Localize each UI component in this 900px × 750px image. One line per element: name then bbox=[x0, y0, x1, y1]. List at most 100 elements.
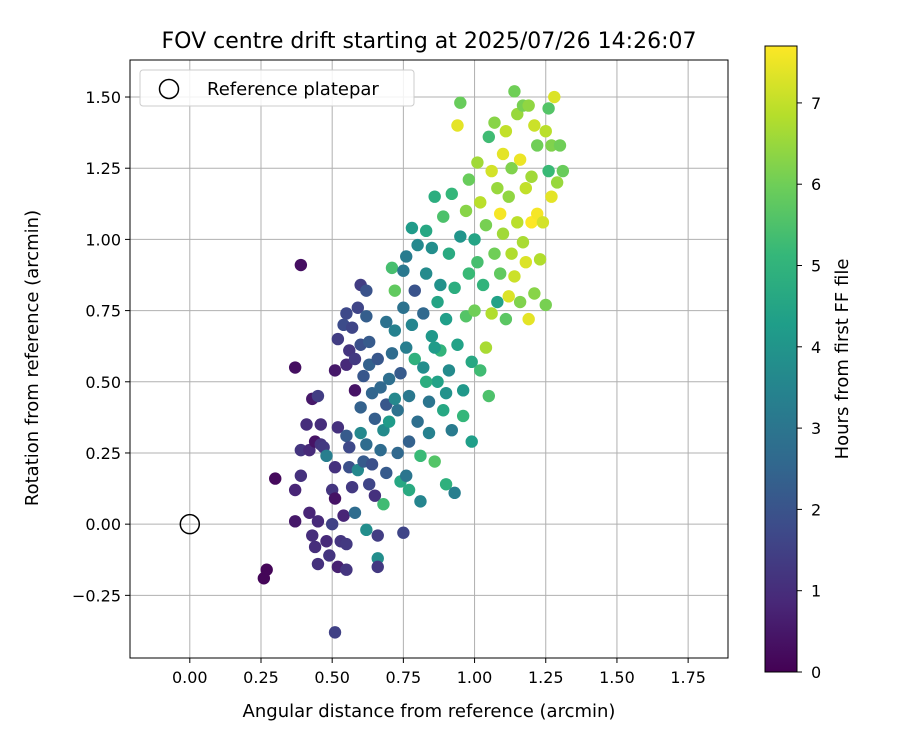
data-point bbox=[425, 330, 439, 343]
data-point bbox=[419, 375, 433, 388]
data-point bbox=[337, 509, 350, 522]
data-point bbox=[536, 216, 550, 229]
data-point bbox=[456, 384, 470, 397]
data-point bbox=[388, 284, 402, 297]
data-point bbox=[400, 469, 413, 482]
data-point bbox=[348, 352, 362, 366]
data-point bbox=[363, 478, 376, 491]
data-point bbox=[402, 483, 416, 497]
data-point bbox=[308, 540, 322, 554]
data-point bbox=[431, 295, 444, 309]
data-point bbox=[294, 258, 308, 272]
data-point bbox=[374, 381, 387, 394]
data-point bbox=[360, 523, 373, 537]
y-tick-label: 0.50 bbox=[85, 373, 121, 392]
x-tick-label: 1.50 bbox=[599, 668, 635, 687]
data-point bbox=[345, 480, 359, 494]
data-point bbox=[442, 364, 456, 377]
data-point bbox=[419, 224, 433, 238]
data-point bbox=[311, 515, 325, 528]
y-axis-label: Rotation from reference (arcmin) bbox=[22, 210, 43, 506]
reference-open-circle bbox=[179, 513, 201, 535]
data-point bbox=[474, 196, 487, 209]
data-point bbox=[556, 164, 570, 178]
data-point bbox=[493, 267, 507, 280]
data-point bbox=[516, 236, 530, 249]
data-point bbox=[394, 367, 407, 380]
data-point bbox=[400, 250, 413, 263]
data-point bbox=[539, 298, 552, 312]
legend-box bbox=[139, 69, 415, 107]
data-point bbox=[519, 181, 533, 195]
y-tick-label: −0.25 bbox=[72, 586, 121, 605]
data-point bbox=[491, 181, 504, 195]
data-point bbox=[325, 517, 339, 531]
colorbar-tick-label: 4 bbox=[811, 338, 821, 357]
data-point bbox=[553, 139, 567, 152]
data-point bbox=[314, 418, 327, 431]
chart-title: FOV centre drift starting at 2025/07/26 … bbox=[162, 29, 697, 54]
data-point bbox=[374, 443, 387, 457]
data-point bbox=[428, 455, 441, 468]
data-point bbox=[402, 389, 416, 403]
data-point bbox=[388, 324, 402, 337]
data-point bbox=[414, 449, 427, 463]
data-point bbox=[519, 255, 533, 269]
data-point bbox=[385, 261, 399, 275]
colorbar-tick-label: 6 bbox=[811, 175, 821, 194]
x-tick-label: 0.25 bbox=[243, 668, 279, 687]
data-point bbox=[437, 404, 450, 417]
data-point bbox=[417, 361, 430, 374]
data-point bbox=[499, 124, 513, 138]
data-point bbox=[397, 264, 410, 277]
data-point bbox=[502, 290, 515, 303]
data-point bbox=[328, 364, 342, 377]
data-point bbox=[550, 176, 564, 189]
legend-open-circle-marker bbox=[158, 78, 180, 100]
legend: Reference platepar bbox=[139, 69, 415, 107]
data-point bbox=[448, 281, 461, 295]
data-point bbox=[365, 458, 379, 471]
data-point bbox=[343, 441, 356, 454]
data-point bbox=[499, 312, 513, 326]
data-point bbox=[408, 284, 421, 297]
x-axis-label: Angular distance from reference (arcmin) bbox=[243, 701, 616, 722]
data-point bbox=[306, 529, 319, 542]
data-point bbox=[448, 486, 461, 500]
data-point bbox=[451, 338, 464, 351]
data-point bbox=[397, 526, 410, 539]
data-point bbox=[417, 307, 430, 320]
data-point bbox=[348, 384, 362, 397]
data-point bbox=[331, 332, 345, 346]
colorbar: 0 1 2 3 4 5 6 7 Hours from first FF file bbox=[764, 45, 853, 682]
data-points bbox=[257, 85, 570, 639]
gridlines bbox=[130, 60, 728, 658]
data-point bbox=[340, 563, 353, 576]
data-point bbox=[468, 304, 481, 317]
data-point bbox=[508, 270, 521, 283]
y-tick-label: 1.00 bbox=[85, 230, 121, 249]
x-axis-ticks: 0.00 0.25 0.50 0.75 1.00 1.25 1.50 1.75 bbox=[172, 658, 706, 687]
data-point bbox=[382, 372, 396, 386]
data-point bbox=[545, 190, 558, 203]
data-point bbox=[422, 395, 436, 408]
data-point bbox=[542, 102, 555, 115]
data-point bbox=[522, 312, 535, 326]
data-point bbox=[377, 498, 390, 511]
data-point bbox=[513, 153, 527, 166]
data-point bbox=[388, 392, 402, 406]
data-point bbox=[320, 449, 333, 463]
data-point bbox=[491, 295, 504, 309]
data-point bbox=[331, 421, 345, 434]
data-point bbox=[357, 369, 370, 383]
data-point bbox=[471, 255, 484, 269]
data-point bbox=[405, 318, 419, 332]
data-point bbox=[371, 560, 384, 574]
data-point bbox=[439, 478, 453, 491]
data-point bbox=[294, 469, 308, 482]
data-point bbox=[493, 207, 507, 220]
y-tick-label: 0.00 bbox=[85, 515, 121, 534]
data-point bbox=[380, 466, 393, 480]
data-point bbox=[328, 626, 342, 639]
